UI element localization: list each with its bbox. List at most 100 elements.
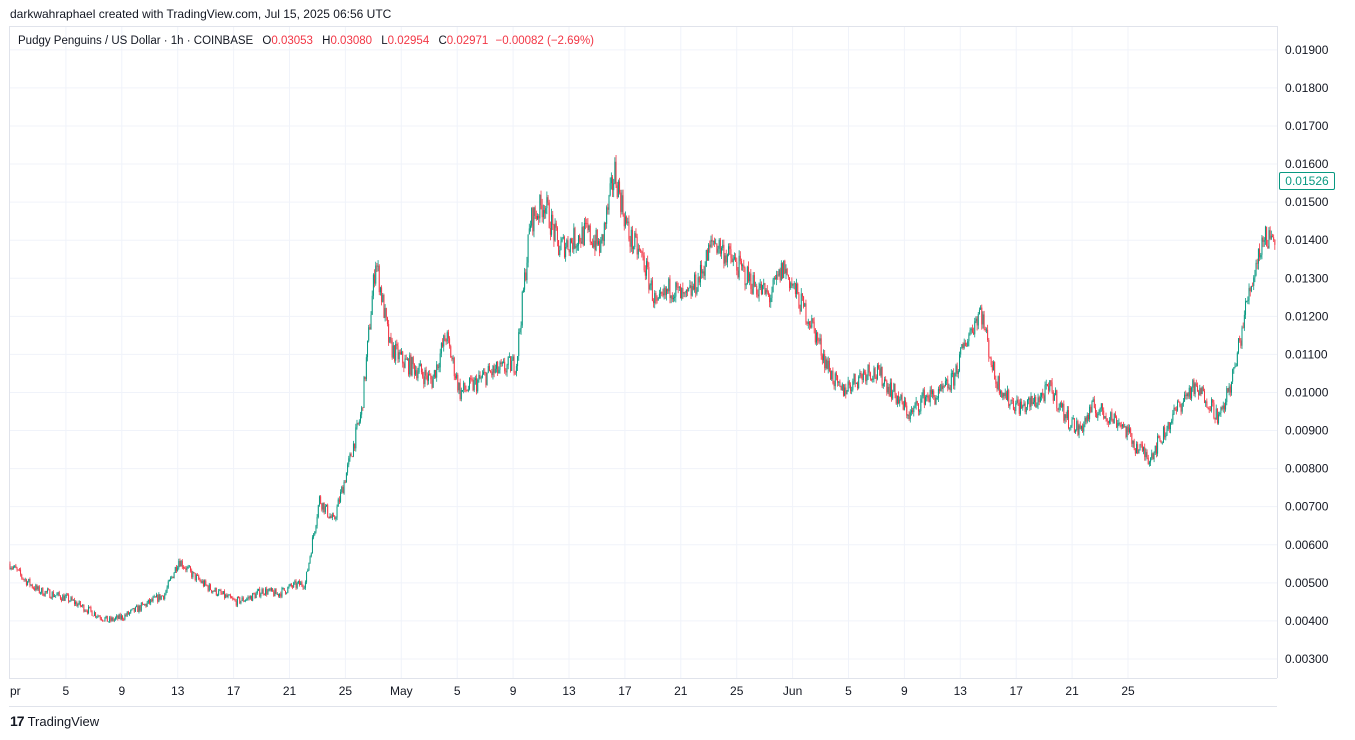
- candle-body: [32, 587, 34, 589]
- candle-body: [1008, 390, 1010, 407]
- candle-body: [216, 595, 218, 596]
- candle-body: [787, 274, 789, 278]
- candle-body: [1044, 385, 1046, 401]
- candle-body: [379, 287, 381, 293]
- candle-body: [1229, 386, 1231, 393]
- candle-body: [882, 383, 884, 386]
- candle-body: [593, 240, 595, 248]
- candle-body: [1187, 393, 1189, 397]
- candle-body: [669, 278, 671, 299]
- candle-body: [600, 239, 602, 253]
- time-tick-label: 25: [1121, 684, 1135, 698]
- time-scale[interactable]: [9, 678, 1277, 707]
- candle-body: [231, 597, 233, 599]
- candle-body: [595, 229, 597, 251]
- candle-body: [85, 610, 87, 612]
- candle-body: [343, 481, 345, 494]
- candle-body: [511, 360, 513, 371]
- candle-body: [70, 597, 72, 601]
- candle-body: [480, 377, 482, 379]
- candle-body: [828, 360, 830, 372]
- candle-body: [476, 378, 478, 392]
- candle-body: [389, 337, 391, 343]
- candle-body: [64, 596, 66, 601]
- candle-body: [1271, 235, 1273, 238]
- candle-body: [215, 587, 217, 596]
- candle-body: [1064, 414, 1066, 421]
- candle-body: [1249, 288, 1251, 292]
- candle-body: [925, 397, 927, 405]
- candle-body: [623, 214, 625, 227]
- candle-body: [1206, 401, 1208, 408]
- candle-body: [1172, 413, 1174, 421]
- candle-body: [317, 505, 319, 518]
- candle-body: [830, 371, 832, 380]
- candle-body: [627, 221, 629, 223]
- candle-body: [527, 234, 529, 263]
- candle-body: [1125, 426, 1127, 437]
- candle-body: [794, 283, 796, 294]
- candle-body: [1200, 388, 1202, 395]
- candle-body: [582, 227, 584, 245]
- candle-body: [959, 354, 960, 371]
- candle-body: [716, 243, 718, 253]
- candle-body: [66, 594, 68, 596]
- candle-body: [1036, 405, 1038, 407]
- candle-body: [1136, 444, 1138, 454]
- candle-body: [424, 369, 426, 385]
- candle-body: [174, 567, 176, 573]
- candle-body: [517, 355, 519, 367]
- candle-body: [377, 265, 379, 267]
- candle-body: [1260, 254, 1262, 258]
- candle-body: [398, 352, 400, 360]
- candle-body: [855, 382, 857, 384]
- candle-body: [34, 588, 36, 591]
- open-key: O: [262, 35, 272, 47]
- candle-body: [47, 589, 49, 592]
- candle-body: [538, 215, 540, 219]
- candle-body: [384, 308, 386, 318]
- candle-body: [24, 579, 26, 581]
- candle-body: [1166, 428, 1168, 436]
- candle-body: [514, 372, 516, 374]
- candle-body: [411, 357, 413, 376]
- candle-body: [1162, 427, 1164, 443]
- candle-body: [274, 589, 276, 597]
- candle-body: [733, 257, 735, 259]
- candle-body: [132, 607, 134, 609]
- price-scale[interactable]: [1277, 26, 1355, 678]
- candle-body: [742, 265, 744, 267]
- candle-body: [1245, 301, 1247, 315]
- candle-body: [745, 284, 747, 286]
- chart-pane[interactable]: [9, 26, 1278, 679]
- candle-body: [662, 293, 664, 296]
- candle-body: [821, 355, 823, 361]
- candle-body: [919, 411, 921, 413]
- candle-body: [1223, 405, 1225, 410]
- candle-body: [837, 375, 839, 383]
- candle-body: [1094, 407, 1096, 414]
- candle-body: [188, 566, 190, 568]
- candle-body: [268, 588, 270, 591]
- candle-body: [526, 262, 528, 280]
- candle-body: [681, 288, 683, 299]
- candle-body: [1233, 367, 1235, 370]
- price-tick-label: 0.00800: [1285, 462, 1329, 476]
- candle-body: [1083, 424, 1085, 432]
- candle-body: [413, 364, 415, 375]
- candle-body: [1180, 406, 1182, 412]
- candle-body: [568, 249, 570, 253]
- candle-body: [1124, 426, 1126, 428]
- candle-body: [211, 589, 213, 593]
- tradingview-logo[interactable]: 17 TradingView: [10, 713, 99, 729]
- candle-body: [549, 228, 551, 235]
- candle-body: [426, 375, 428, 381]
- candle-body: [1232, 369, 1234, 382]
- candle-body: [301, 582, 303, 586]
- candle-body: [472, 379, 474, 391]
- candle-body: [1050, 380, 1052, 383]
- candle-body: [1237, 338, 1239, 353]
- candle-body: [1221, 407, 1223, 409]
- candle-body: [150, 599, 152, 604]
